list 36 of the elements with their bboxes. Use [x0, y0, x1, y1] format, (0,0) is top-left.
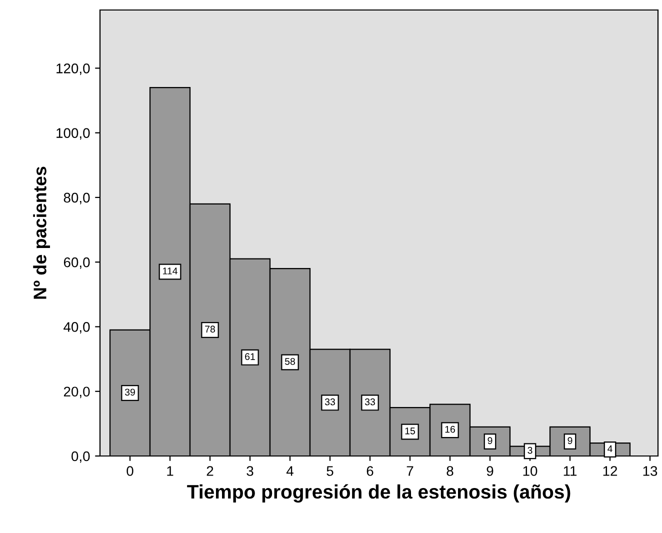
x-tick-label: 12 [603, 466, 618, 476]
data-label: 16 [445, 426, 455, 433]
y-tick-label: 0,0 [72, 451, 90, 463]
x-tick-label: 0 [126, 466, 134, 476]
y-tick-label: 100,0 [56, 128, 90, 140]
x-tick-label: 13 [643, 466, 658, 476]
data-label: 78 [205, 326, 215, 333]
y-tick-label: 120,0 [56, 64, 90, 75]
x-tick-label: 8 [446, 466, 454, 476]
data-label: 4 [608, 445, 612, 452]
data-label: 58 [284, 358, 295, 365]
data-label: 61 [245, 353, 255, 360]
y-tick-label: 60,0 [64, 257, 90, 269]
x-tick-label: 10 [523, 466, 538, 476]
x-tick-label: 4 [286, 466, 294, 476]
data-label: 114 [162, 268, 178, 274]
x-tick-label: 9 [486, 466, 494, 476]
y-tick-label: 20,0 [64, 386, 90, 398]
x-tick-label: 11 [564, 466, 577, 476]
x-axis-title: Tiempo progresión de la estenosis (años) [187, 484, 570, 503]
data-label: 33 [364, 398, 375, 406]
x-tick-label: 6 [366, 466, 374, 476]
data-label: 15 [405, 428, 415, 434]
x-tick-label: 1 [167, 466, 174, 476]
data-label: 9 [488, 437, 492, 444]
x-tick-label: 3 [246, 466, 254, 476]
data-label: 3 [528, 446, 532, 454]
x-tick-label: 7 [406, 466, 414, 476]
y-axis-title: Nº de pacientes [33, 166, 50, 299]
data-label: 9 [568, 437, 572, 444]
x-tick-label: 5 [326, 466, 334, 476]
x-tick-label: 2 [206, 466, 214, 476]
y-tick-label: 80,0 [64, 192, 90, 204]
y-tick-label: 40,0 [64, 322, 90, 334]
data-label: 33 [324, 398, 335, 406]
data-label: 39 [124, 388, 135, 396]
